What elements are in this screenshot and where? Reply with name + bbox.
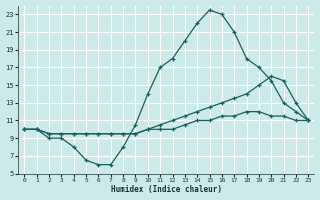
X-axis label: Humidex (Indice chaleur): Humidex (Indice chaleur) xyxy=(111,185,222,194)
